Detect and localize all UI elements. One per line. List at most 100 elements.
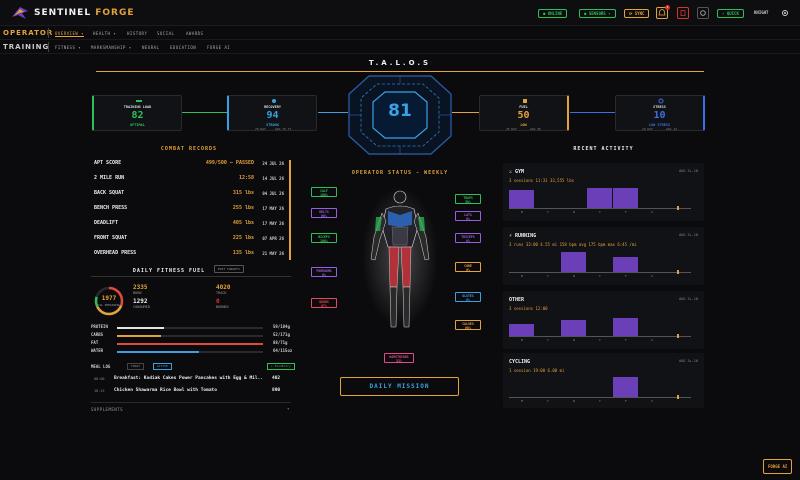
nav-health[interactable]: HEALTH ▾ [93,31,117,36]
combat-record-row[interactable]: BACK SQUAT 315 lbs 04 JUL 26 [94,190,284,200]
macro-fill [117,351,199,353]
activity-marker [677,334,679,338]
activity-stats: 3 sessions 11:31 33,555 lbs [509,178,575,183]
muscle-tag-name: LATS [464,213,472,217]
nav-education[interactable]: EDUCATION [170,45,197,50]
track-label: TRACK [216,291,227,295]
muscle-tag-core[interactable]: CORE 0% [455,262,481,272]
fuel-status: LOW [520,123,527,127]
daily-mission-button[interactable]: DAILY MISSION [340,377,459,396]
muscle-tag-lats[interactable]: LATS 0% [455,211,481,221]
muscle-tag-value: 0% [466,217,470,221]
settings-gear-icon[interactable] [780,8,790,18]
nav-overview[interactable]: OVERVIEW ▾ [55,31,85,37]
combat-record-row[interactable]: BENCH PRESS 255 lbs 17 MAY 26 [94,205,284,215]
recent-activity-title: RECENT ACTIVITY [573,146,634,152]
alert-button[interactable] [677,7,689,19]
nav-fitness[interactable]: FITNESS ▾ [55,45,82,50]
activity-name: CYCLING [509,359,531,365]
muscle-tag-value: 50% [465,200,471,204]
recovery-avg: AVG 79 77 [275,127,292,131]
activity-card[interactable]: ⚔ GYM 3 sessions 11:31 33,555 lbs AUG 3+-1… [503,163,704,221]
muscle-tag-value: 0% [466,239,470,243]
fuel-value: 50 [517,110,530,121]
stress-card[interactable]: STRESS 10 LOW STRESS 19 DAY AVG 14 [615,95,705,131]
record-name: 2 MILE RUN [94,175,125,181]
activity-name: OTHER [509,297,525,303]
day-label: F [625,399,627,403]
combat-record-row[interactable]: FRONT SQUAT 225 lbs 07 APR 26 [94,235,284,245]
nav-awards[interactable]: AWARDS [186,31,204,36]
quick-button[interactable]: ⚡ QUICK [717,9,744,18]
meal-calories: 402 [272,376,281,381]
activity-card[interactable]: CYCLING 1 session 19:00 6.00 mi AUG 3+-10 M… [503,353,704,408]
combat-record-row[interactable]: DEADLIFT 405 lbs 17 MAY 26 [94,220,284,230]
muscle-tag-value: 67% [321,304,327,308]
record-date: 17 MAY 26 [262,206,284,211]
sync-button[interactable]: ⟳ SYNC [624,9,650,18]
notifications-button[interactable]: 1 [656,5,670,19]
muscle-tag-name: CORE [464,264,472,268]
day-label: T [547,274,549,278]
settings-button[interactable] [697,7,709,19]
muscle-tag-quads[interactable]: QUADS 67% [311,298,337,308]
muscle-tag-biceps[interactable]: BICEPS 100% [311,233,337,243]
recovery-label: RECOVERY [264,105,281,109]
fuel-panel-title: DAILY FITNESS FUEL [132,268,206,274]
combat-record-row[interactable]: 2 MILE RUN 12:58 14 JUL 26 [94,175,284,185]
muscle-tag-name: TRAPS [463,196,473,200]
calorie-ring [94,286,124,316]
muscle-tag-name: HAMSTRINGS [389,355,409,359]
combat-record-row[interactable]: APT SCORE 499/500 — PASSED 24 JUL 26 [94,160,284,170]
muscle-tag-calf[interactable]: CALF 100% [311,187,337,197]
activity-card[interactable]: ⚡ RUNNING 3 runs 33:00 4.55 mi 158 bpm av… [503,227,704,285]
supplements-label[interactable]: SUPPLEMENTS [91,407,123,412]
activity-stats: 1 session 19:00 6.00 mi [509,368,565,373]
training-load-value: 82 [131,110,144,121]
nav-social[interactable]: SOCIAL [157,31,175,36]
activity-axis [509,272,691,273]
nav-forge-ai[interactable]: FORGE AI [207,45,231,50]
sensors-dropdown[interactable]: ● SENSORS ▾ [579,9,616,18]
muscle-tag-calves[interactable]: CALVES 60% [455,320,481,330]
training-load-card[interactable]: TRAINING LOAD 82 OPTIMAL [92,95,182,131]
combat-record-row[interactable]: OVERHEAD PRESS 135 lbs 21 MAY 26 [94,250,284,260]
macro-track [117,327,263,329]
muscle-tag-value: 100% [320,193,328,197]
add-food-entry-button[interactable]: + FoodEntry [267,363,295,370]
activity-card[interactable]: OTHER 3 sessions 12:00 AUG 3+-10 M T W T F S [503,291,704,349]
macro-row: CARBS 52/171g [91,332,291,339]
forge-ai-button[interactable]: FORGE AI [763,459,793,474]
chevron-down-icon[interactable]: ▾ [287,406,290,411]
meal-tab-active[interactable]: ACTIVE [153,363,172,370]
fuel-card[interactable]: FUEL 50 LOW 35 DAY AVG 45 [479,95,569,131]
macro-value: 52/171g [273,332,290,337]
consumed-label: CONSUMED [133,305,150,309]
muscle-tag-forearms[interactable]: FOREARMS 0% [311,267,337,277]
calorie-ring-label: CAL REMAINING [98,303,120,307]
edit-targets-button[interactable]: EDIT TARGETS [214,265,244,273]
fuel-divider [91,276,291,277]
record-value: 499/500 — PASSED [205,160,254,166]
nav-history[interactable]: HISTORY [127,31,148,36]
online-status-pill[interactable]: ● ONLINE [538,9,568,18]
macro-name: PROTEIN [91,324,108,329]
muscle-tag-triceps[interactable]: TRICEPS 0% [455,233,481,243]
muscle-tag-name: TRICEPS [461,235,475,239]
nav-marksmanship[interactable]: MARKSMANSHIP ▾ [91,45,132,50]
notification-count-badge: 1 [665,5,670,10]
muscle-tag-glutes[interactable]: GLUTES 0% [455,292,481,302]
activity-marker [677,270,679,274]
user-name[interactable]: KNIGHT [754,10,769,15]
muscle-tag-delts[interactable]: DELTS 60% [311,208,337,218]
muscle-tag-hamstrings[interactable]: HAMSTRINGS 33% [384,353,414,363]
recovery-card[interactable]: RECOVERY 94 STRONG 79 DAY AVG 79 77 [227,95,317,131]
muscle-tag-traps[interactable]: TRAPS 50% [455,194,481,204]
record-date: 24 JUL 26 [262,161,284,166]
day-label: T [547,338,549,342]
macro-row: FAT 88/71g [91,340,291,347]
record-name: APT SCORE [94,160,122,166]
meal-tab-today[interactable]: TODAY [127,363,145,370]
nav-neural[interactable]: NEURAL [142,45,160,50]
burn-value: 2335 [133,284,148,291]
